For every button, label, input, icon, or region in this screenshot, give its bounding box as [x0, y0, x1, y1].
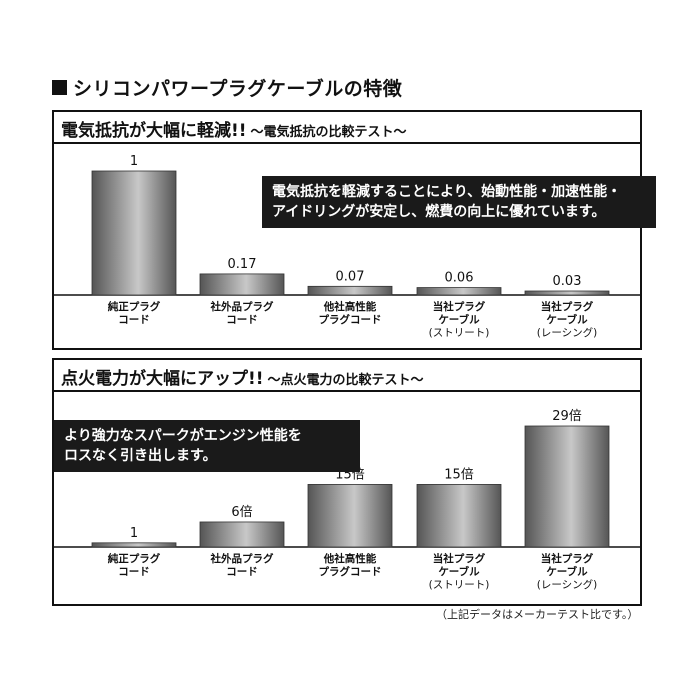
bar-3 [307, 285, 393, 296]
category-label: (レーシング) [537, 326, 597, 339]
resistance-chart-heading: 電気抵抗が大幅に軽減!! 〜電気抵抗の比較テスト〜 [61, 116, 407, 141]
heading-divider [54, 142, 640, 144]
resistance-bar-chart: 1純正プラグコード0.17社外品プラグコード0.07他社高性能プラグコード0.0… [54, 154, 640, 339]
bar-4 [416, 287, 502, 296]
bar-value-label: 0.03 [553, 274, 582, 289]
bar-1 [91, 542, 177, 548]
ignition-callout: より強力なスパークがエンジン性能を ロスなく引き出します。 [54, 420, 360, 472]
page-title-text: シリコンパワープラグケーブルの特徴 [73, 78, 403, 100]
ignition-bar-chart: 1純正プラグコード6倍社外品プラグコード15倍他社高性能プラグコード15倍当社プ… [54, 409, 640, 591]
bar-value-label: 15倍 [444, 467, 474, 482]
bar-value-label: 29倍 [552, 409, 582, 424]
resistance-callout-line-1: 電気抵抗を軽減することにより、始動性能・加速性能・ [272, 184, 622, 200]
category-label: 他社高性能 [323, 300, 377, 313]
bar-5 [524, 425, 610, 548]
category-label: ケーブル [546, 565, 588, 578]
title-square-icon [52, 80, 67, 95]
bar-value-label: 6倍 [231, 505, 252, 520]
ignition-chart-subtitle: 〜点火電力の比較テスト〜 [267, 373, 424, 388]
bar-value-label: 1 [130, 526, 138, 541]
category-label: コード [118, 314, 150, 326]
category-label: ケーブル [438, 313, 480, 326]
category-label: 純正プラグ [108, 300, 161, 313]
category-label: 他社高性能 [323, 552, 377, 565]
bar-2 [199, 521, 285, 548]
footnote: （上記データはメーカーテスト比です。） [436, 608, 639, 621]
category-label: 社外品プラグ [210, 552, 274, 565]
resistance-callout-line-2: アイドリングが安定し、燃費の向上に優れています。 [272, 204, 606, 220]
bar-4 [416, 484, 502, 548]
bar-5 [524, 290, 610, 296]
category-label: プラグコード [319, 313, 382, 326]
ignition-chart-heading: 点火電力が大幅にアップ!! 〜点火電力の比較テスト〜 [61, 364, 424, 389]
resistance-chart-panel: 電気抵抗が大幅に軽減!! 〜電気抵抗の比較テスト〜 1 純正プラグ コード 0.17 社外… [52, 110, 656, 350]
bar-value-label: 0.07 [336, 269, 365, 284]
bar-value-label: 0.17 [228, 257, 257, 272]
bar-value-label: 1 [130, 154, 138, 169]
bar-value-label: 0.06 [445, 271, 474, 286]
category-label: 社外品プラグ [210, 300, 274, 313]
heading-divider [54, 390, 640, 392]
category-label: コード [226, 566, 258, 578]
category-label: 当社プラグ [541, 552, 594, 565]
category-label: コード [226, 314, 258, 326]
page-title: シリコンパワープラグケーブルの特徴 [52, 74, 402, 101]
bar-3 [307, 484, 393, 548]
resistance-callout: 電気抵抗を軽減することにより、始動性能・加速性能・ アイドリングが安定し、燃費の… [262, 176, 656, 228]
bar-2 [199, 273, 285, 296]
category-label: 純正プラグ [108, 552, 161, 565]
ignition-chart-title: 点火電力が大幅にアップ!! [61, 369, 264, 389]
bar-1 [91, 170, 177, 296]
ignition-chart-panel: 点火電力が大幅にアップ!! 〜点火電力の比較テスト〜 1 純正プラグ コード 6倍 社外品… [52, 358, 642, 606]
category-label: 当社プラグ [433, 552, 486, 565]
ignition-callout-line-1: より強力なスパークがエンジン性能を [64, 428, 302, 444]
category-label: (レーシング) [537, 578, 597, 591]
category-label: (ストリート) [429, 327, 490, 339]
category-label: 当社プラグ [433, 300, 486, 313]
category-label: (ストリート) [429, 579, 490, 591]
category-label: ケーブル [438, 565, 480, 578]
category-label: ケーブル [546, 313, 588, 326]
category-label: 当社プラグ [541, 300, 594, 313]
category-label: コード [118, 566, 150, 578]
ignition-callout-line-2: ロスなく引き出します。 [64, 448, 217, 464]
resistance-chart-title: 電気抵抗が大幅に軽減!! [61, 121, 247, 141]
category-label: プラグコード [319, 565, 382, 578]
resistance-chart-subtitle: 〜電気抵抗の比較テスト〜 [250, 125, 407, 140]
